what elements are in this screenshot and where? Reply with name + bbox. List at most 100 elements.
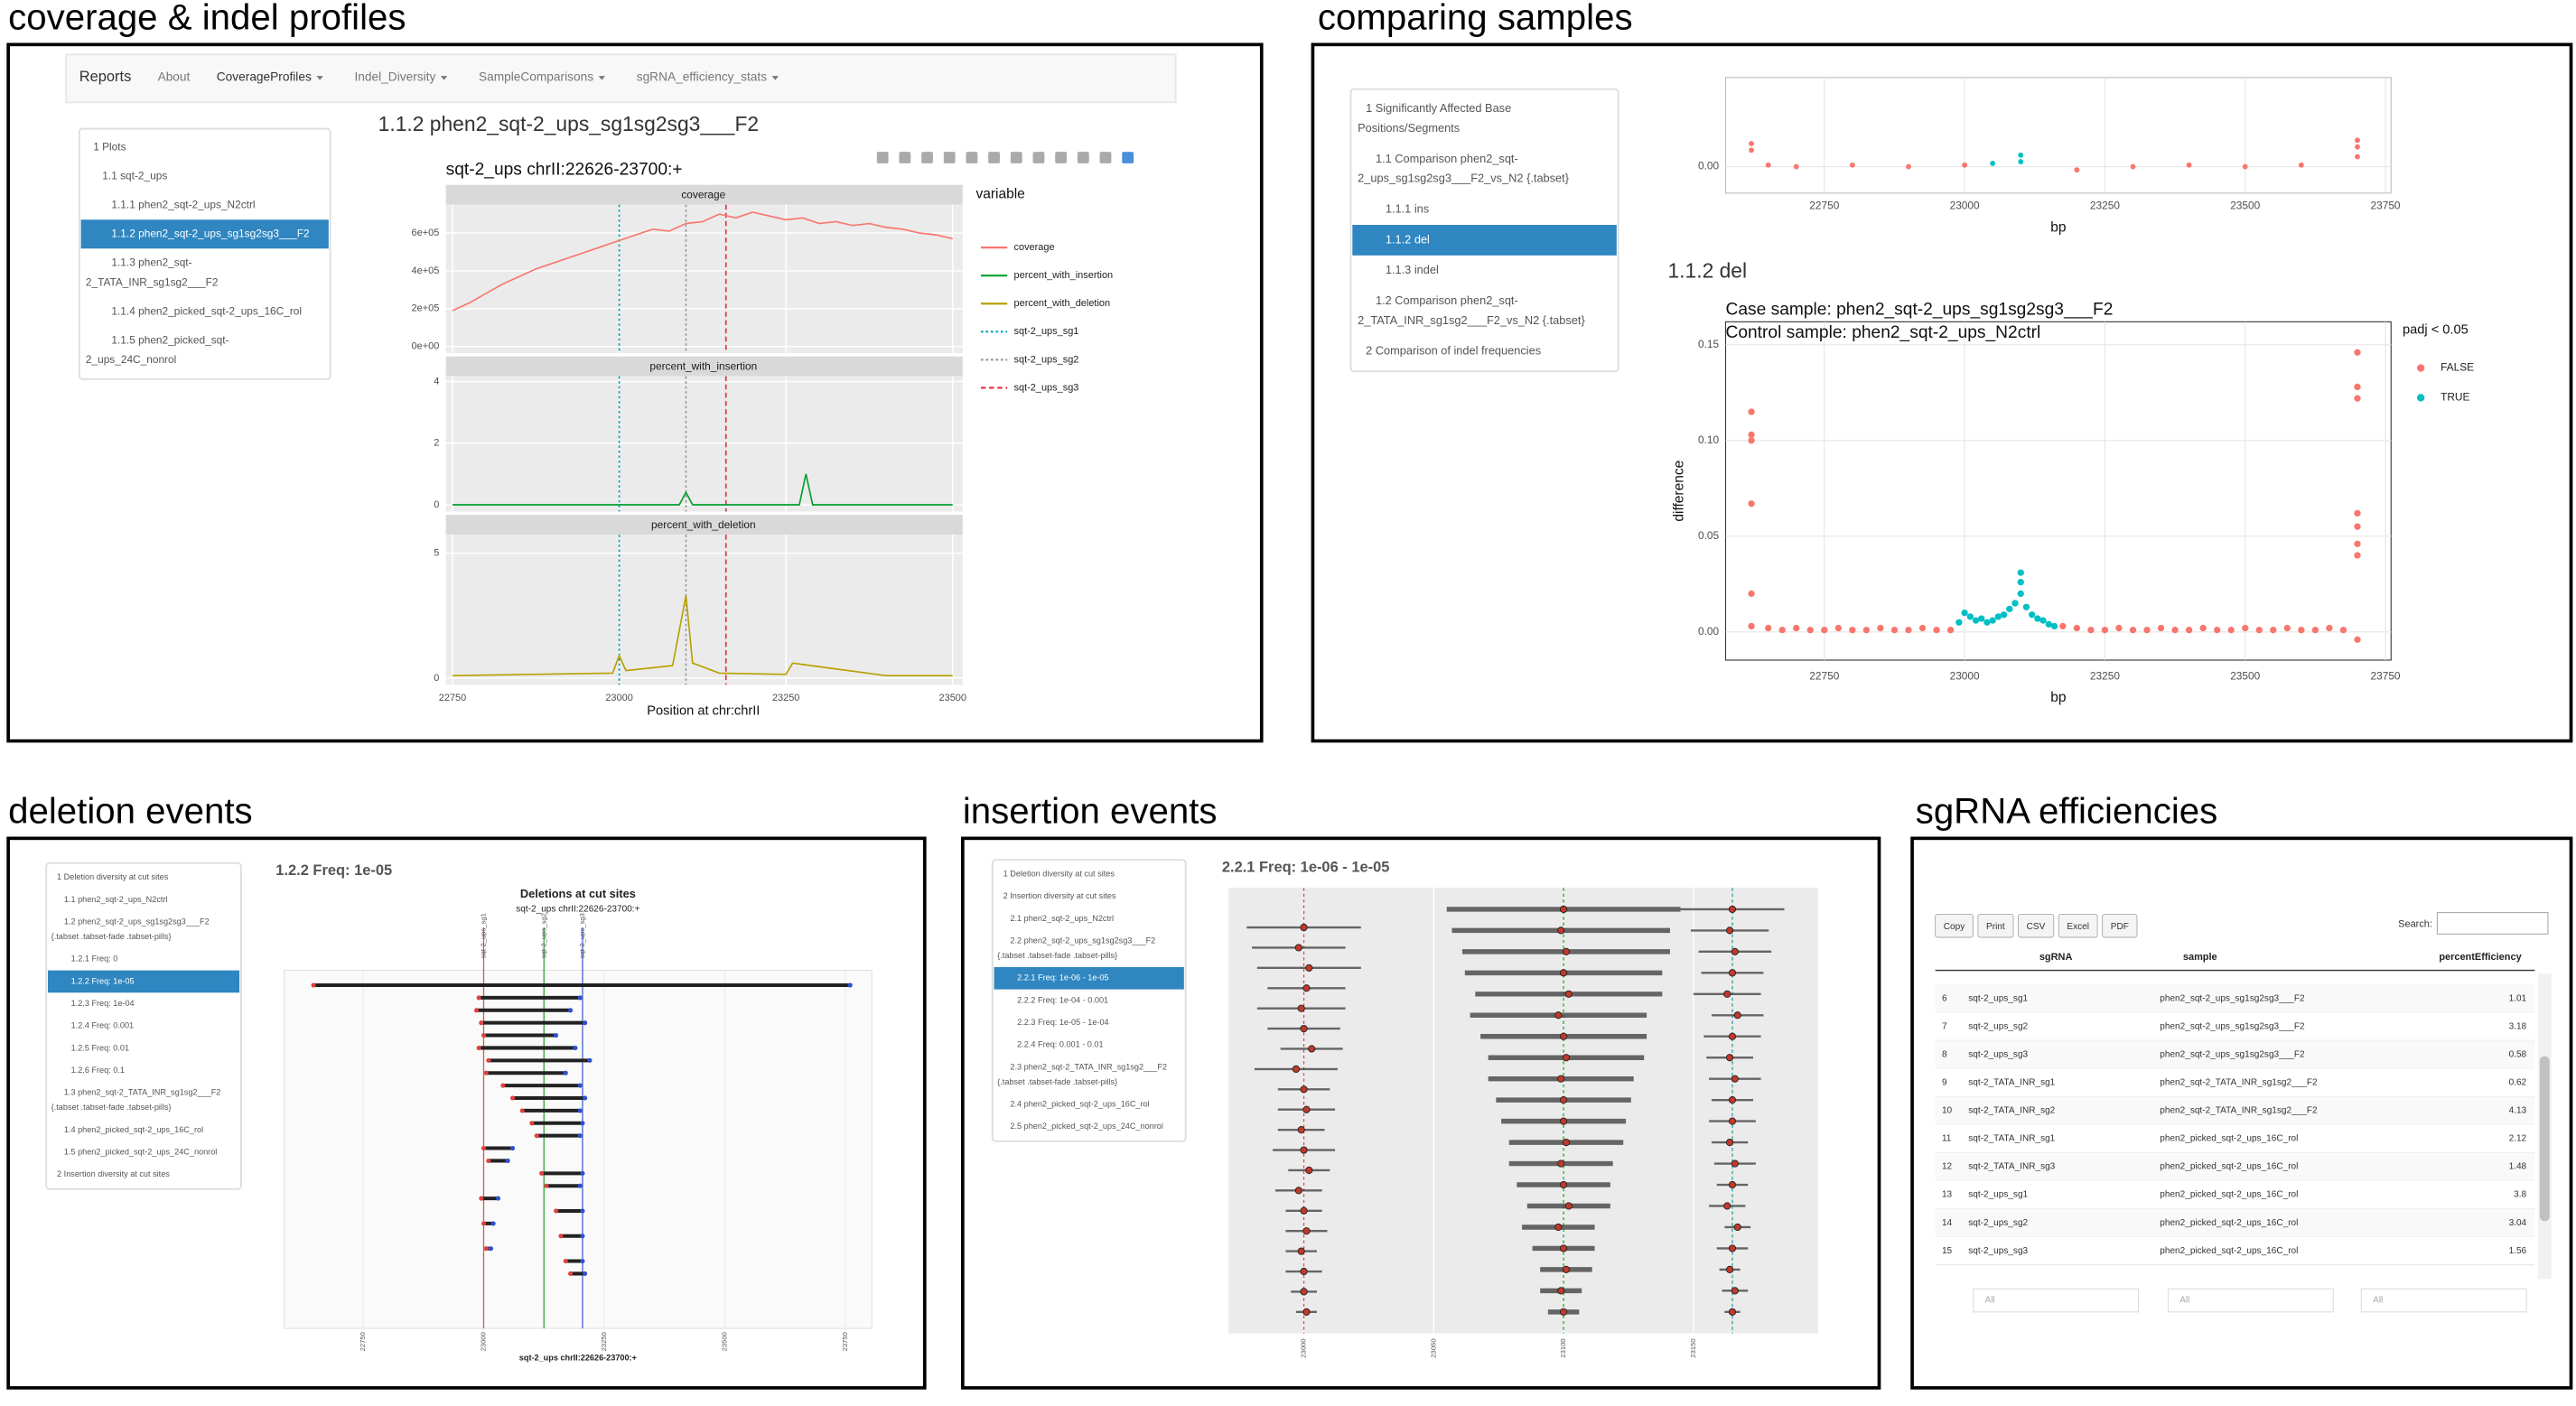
point — [2311, 627, 2319, 634]
point — [1728, 1244, 1737, 1252]
point — [1292, 1065, 1301, 1074]
section-heading: 1.1.2 phen2_sqt-2_ups_sg1sg2sg3___F2 — [378, 112, 759, 135]
table-cell: phen2_picked_sqt-2_ups_16C_rol — [2160, 1162, 2298, 1172]
toolbar-icon — [1032, 152, 1045, 163]
column-header: sample — [2183, 952, 2217, 963]
y-tick-label: 4 — [434, 376, 439, 386]
deletion-start — [476, 1045, 481, 1050]
nav-item: CoverageProfiles — [217, 70, 312, 84]
deletion-end — [577, 1183, 583, 1188]
table-cell: sqt-2_TATA_INR_sg1 — [1968, 1077, 2055, 1087]
table-cell: phen2_sqt-2_ups_sg1sg2sg3___F2 — [2160, 1049, 2305, 1059]
toc-item: 2.2.3 Freq: 1e-05 - 1e-04 — [1017, 1018, 1108, 1027]
deletion-end — [577, 1108, 583, 1113]
point — [1748, 431, 1755, 439]
point — [1748, 622, 1755, 630]
point — [1562, 1138, 1571, 1147]
point — [1793, 624, 1800, 632]
point — [1300, 1267, 1308, 1276]
legend-label: sqt-2_ups_sg3 — [1014, 382, 1079, 393]
filter-input[interactable] — [2167, 1288, 2334, 1313]
legend-swatch — [2416, 394, 2425, 402]
toc-item: 1.2 phen2_sqt-2_ups_sg1sg2sg3___F2 — [64, 917, 210, 926]
button[interactable] — [2102, 913, 2138, 938]
toc-item: 1.2.1 Freq: 0 — [71, 954, 118, 964]
point — [2034, 615, 2041, 622]
filter-input[interactable] — [1973, 1288, 2140, 1313]
filter-input[interactable] — [2360, 1288, 2527, 1313]
point — [2087, 627, 2095, 634]
point — [1765, 162, 1771, 168]
point — [1728, 1308, 1737, 1316]
point — [1302, 1308, 1311, 1316]
deletion-start — [483, 1246, 489, 1252]
toc-item: 1.1.1 ins — [1386, 202, 1429, 216]
plot-panel — [445, 204, 963, 354]
button[interactable] — [1935, 913, 1974, 938]
table-cell: 10 — [1942, 1106, 1953, 1116]
table-cell: phen2_sqt-2_ups_sg1sg2sg3___F2 — [2160, 1021, 2305, 1031]
point — [1731, 1159, 1739, 1168]
toc-item: 1.1.4 phen2_picked_sqt-2_ups_16C_rol — [111, 304, 302, 317]
point — [1962, 162, 1968, 168]
x-tick-label: 23750 — [2371, 669, 2401, 682]
x-tick-label: 23250 — [2090, 669, 2120, 682]
button[interactable] — [2058, 913, 2098, 938]
plot-panel — [1724, 321, 2392, 661]
deletion-start — [476, 995, 481, 1001]
point — [1778, 627, 1786, 634]
x-tick-label: 23250 — [772, 693, 799, 703]
point — [1728, 1096, 1737, 1104]
y-tick-label: 0.10 — [1698, 433, 1720, 446]
point — [1862, 627, 1871, 634]
point — [1559, 969, 1568, 977]
point — [1559, 1244, 1568, 1252]
x-tick-label: 22750 — [359, 1332, 367, 1351]
point — [1728, 969, 1737, 977]
toc-item: 1.4 phen2_picked_sqt-2_ups_16C_rol — [64, 1125, 203, 1134]
x-tick-label: 23150 — [1689, 1338, 1697, 1357]
point — [1557, 926, 1565, 935]
toc-item: 2_ups_sg1sg2sg3___F2_vs_N2 {.tabset} — [1358, 172, 1570, 185]
point — [1300, 1146, 1308, 1154]
point — [2214, 627, 2221, 634]
point — [1557, 1075, 1565, 1083]
x-tick-label: 23100 — [1559, 1338, 1567, 1357]
point — [1302, 1227, 1311, 1235]
filter-placeholder: All — [1985, 1296, 1995, 1306]
toc-item: 2 Insertion diversity at cut sites — [1003, 891, 1116, 900]
table-cell: sqt-2_ups_sg1 — [1968, 1190, 2028, 1200]
button[interactable] — [1977, 913, 2014, 938]
toc-item: 1.2.4 Freq: 0.001 — [71, 1021, 135, 1030]
toc-item: 1.5 phen2_picked_sqt-2_ups_24C_nonrol — [64, 1147, 217, 1156]
point — [1731, 947, 1739, 955]
deletion-start — [519, 1108, 525, 1113]
point — [2115, 624, 2123, 632]
point — [2011, 600, 2019, 607]
y-tick-label: 0.15 — [1698, 338, 1720, 350]
deletion-start — [486, 1057, 491, 1063]
table-cell: 6 — [1942, 993, 1947, 1003]
plot-panel — [445, 376, 963, 512]
toolbar-icon — [1077, 152, 1089, 163]
point — [2017, 579, 2024, 586]
button-label: PDF — [2111, 922, 2129, 932]
toc-item: 1.1 Comparison phen2_sqt- — [1376, 152, 1518, 165]
toc-item: {.tabset .tabset-fade .tabset-pills} — [997, 951, 1117, 960]
search-input[interactable] — [2436, 912, 2549, 935]
toc-item: 1 Deletion diversity at cut sites — [57, 872, 169, 881]
table-row — [1935, 1236, 2535, 1265]
button[interactable] — [2018, 913, 2055, 938]
deletion-end — [554, 1032, 559, 1038]
toc-item: 1.3 phen2_sqt-2_TATA_INR_sg1sg2___F2 — [64, 1088, 221, 1097]
table-cell: 13 — [1942, 1190, 1953, 1200]
toc-item: {.tabset .tabset-fade .tabset-pills} — [51, 932, 172, 941]
point — [2298, 627, 2305, 634]
point — [2283, 624, 2291, 632]
point — [2354, 383, 2361, 391]
point — [1302, 1105, 1311, 1113]
point — [1300, 1024, 1308, 1033]
x-tick-label: 23250 — [600, 1332, 608, 1351]
toc-box — [991, 859, 1187, 1142]
point — [1557, 1159, 1565, 1168]
